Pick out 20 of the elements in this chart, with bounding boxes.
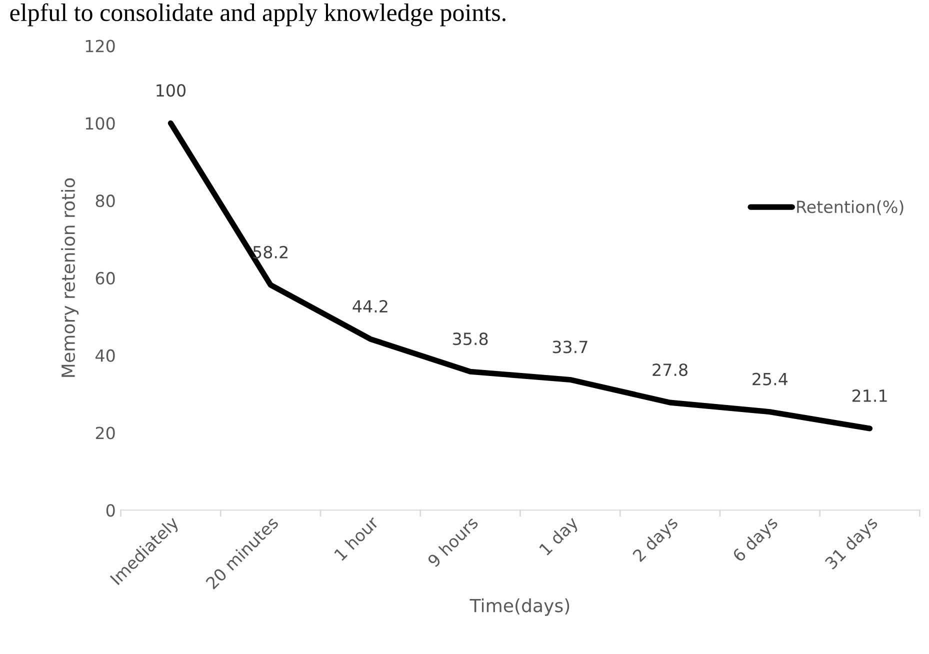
y-axis-title: Memory retenion rotio: [61, 178, 79, 377]
data-label: 21.1: [852, 389, 887, 402]
y-tick-label: 20: [96, 426, 115, 440]
y-tick-label: 0: [106, 504, 115, 517]
data-label: 35.8: [453, 332, 488, 346]
data-label: 27.8: [652, 363, 688, 376]
y-tick-label: 40: [96, 349, 115, 362]
y-tick-label: 120: [86, 40, 115, 52]
y-tick-label: 100: [86, 117, 115, 130]
y-tick-label: 80: [96, 194, 115, 208]
data-label: 58.2: [253, 246, 288, 258]
data-label: 100: [156, 84, 186, 97]
y-tick-label: 60: [96, 272, 115, 285]
data-label: 25.4: [752, 372, 788, 386]
x-axis-title: Time(days): [470, 598, 570, 616]
text: elpful to consolidate and apply knowledge points.: [10, 3, 506, 26]
data-label: 44.2: [352, 300, 388, 312]
data-label: 33.7: [552, 340, 588, 354]
x-tick-label: 1 day: [538, 515, 582, 558]
legend-label: Retention(%): [797, 200, 904, 216]
